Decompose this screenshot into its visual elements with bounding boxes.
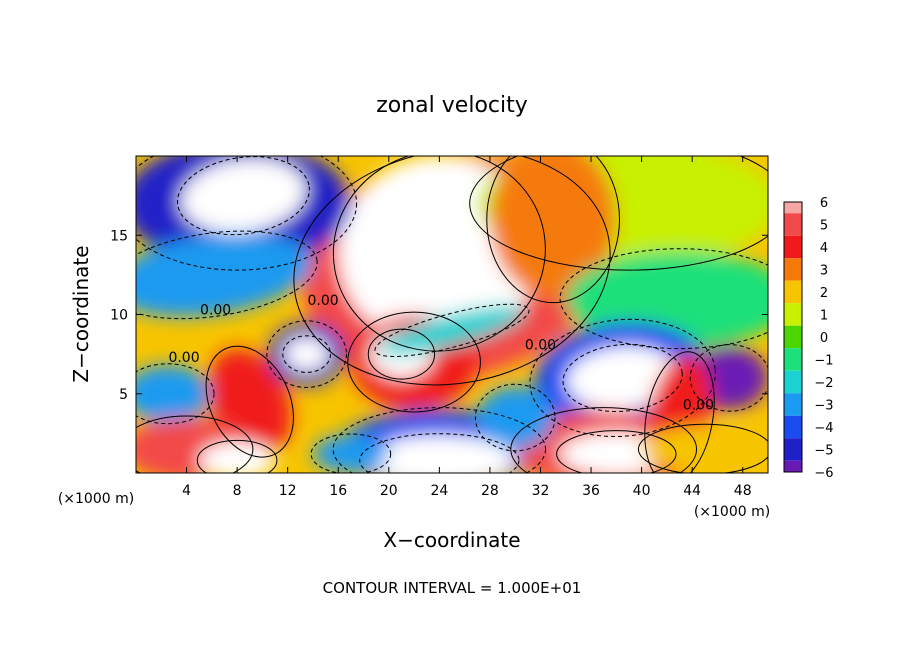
field-region-27: [312, 434, 389, 473]
field-region-13: [378, 305, 526, 356]
colorbar-swatch-10: [784, 415, 802, 439]
colorbar-swatch-1: [784, 213, 802, 236]
contour-line-4: [177, 156, 310, 236]
chart-title: zonal velocity: [376, 93, 528, 118]
contour-labels: 0.00 0.00 0.00 0.00 0.00: [168, 293, 714, 414]
colorbar-label-1: 5: [820, 219, 828, 234]
y-tick-label-10: 10: [110, 308, 128, 324]
x-tick-label-32: 32: [532, 483, 550, 499]
colorbar-swatch-8: [784, 370, 802, 394]
contour-line-23: [196, 439, 278, 473]
contour-line-6: [486, 156, 620, 304]
x-tick-label-16: 16: [329, 483, 347, 499]
contour-line-14: [266, 320, 347, 388]
x-tick-label-24: 24: [430, 483, 448, 499]
colorbar: 6 5 4 3 2 1 0 −1 −2 −3 −4 −5 −6: [783, 196, 834, 481]
colorbar-swatch-7: [784, 348, 802, 371]
colorbar-label-5: 1: [820, 309, 828, 324]
colorbar-label-9: −3: [814, 399, 833, 414]
x-tick-label-20: 20: [380, 483, 398, 499]
colorbar-swatch-6: [784, 325, 802, 349]
x-tick-label-44: 44: [683, 483, 701, 499]
contour-line-26: [474, 383, 556, 452]
contour-line-0: [293, 156, 611, 386]
field-region-3: [136, 233, 313, 317]
contour-line-7: [559, 248, 768, 350]
contour-interval-footer: CONTOUR INTERVAL = 1.000E+01: [323, 579, 582, 597]
colorbar-label-2: 4: [820, 241, 828, 256]
colorbar-label-8: −2: [814, 376, 833, 391]
contour-line-18: [136, 415, 254, 473]
contour-line-5: [469, 156, 768, 271]
colorbar-swatch-11: [784, 438, 802, 461]
colorbar-label-10: −4: [814, 421, 833, 436]
contour-line-13: [374, 303, 530, 357]
y-tick-label-5: 5: [119, 387, 128, 403]
contour-line-20: [359, 433, 520, 473]
contour-label-4: 0.00: [683, 398, 714, 414]
colorbar-swatch-0: [784, 202, 802, 214]
x-tick-label-40: 40: [633, 483, 651, 499]
field-region-20: [363, 434, 516, 473]
contour-lines: [136, 156, 768, 473]
x-tick-label-4: 4: [182, 483, 191, 499]
colorbar-label-4: 2: [820, 286, 828, 301]
field-region-4: [180, 158, 307, 233]
colorbar-swatch-12: [784, 460, 802, 472]
contour-line-3: [136, 230, 318, 320]
contour-line-25: [637, 423, 768, 473]
colorbar-label-3: 3: [820, 264, 828, 279]
colorbar-label-7: −1: [814, 354, 833, 369]
field-region-6: [489, 156, 617, 299]
contour-line-21: [510, 407, 698, 473]
contour-label-3: 0.00: [525, 337, 556, 353]
colorbar-swatch-9: [784, 393, 802, 416]
colorbar-swatch-4: [784, 280, 802, 304]
contour-line-22: [556, 430, 677, 473]
y-axis-ticks: 5 10 15: [110, 228, 768, 403]
plot-area: [136, 156, 768, 473]
contour-line-9: [562, 343, 683, 412]
x-right-unit-label: (×1000 m): [694, 504, 770, 520]
contour-line-1: [332, 156, 546, 352]
field-region-15: [283, 336, 330, 372]
x-tick-label-48: 48: [734, 483, 752, 499]
field-region-7: [565, 251, 768, 347]
x-tick-label-36: 36: [582, 483, 600, 499]
contour-line-27: [310, 433, 392, 473]
contour-line-19: [332, 407, 547, 473]
y-tick-label-15: 15: [110, 228, 128, 244]
contour-label-2: 0.00: [168, 350, 199, 366]
x-axis-ticks: 4 8 12 16 20 24 28 32 36 40 44 48: [182, 156, 752, 499]
contour-line-15: [282, 335, 332, 373]
colorbar-label-12: −6: [814, 466, 833, 481]
contour-line-24: [644, 351, 715, 473]
colorbar-swatch-5: [784, 303, 802, 326]
contour-line-12: [367, 328, 436, 380]
contour-line-8: [529, 318, 716, 437]
field-region-23: [199, 441, 276, 473]
colorbar-label-0: 6: [820, 196, 828, 211]
colorbar-label-6: 0: [820, 331, 828, 346]
x-left-unit-label: (×1000 m): [58, 491, 134, 507]
contour-label-0: 0.00: [200, 303, 231, 319]
x-tick-label-12: 12: [279, 483, 297, 499]
contour-line-11: [347, 311, 481, 413]
x-tick-label-28: 28: [481, 483, 499, 499]
contour-line-16: [136, 363, 215, 425]
contour-line-10: [689, 344, 768, 412]
y-axis-label: Z−coordinate: [69, 245, 93, 382]
x-axis-label: X−coordinate: [383, 528, 520, 552]
contour-label-1: 0.00: [307, 293, 338, 309]
colorbar-frame: [783, 201, 803, 473]
x-tick-label-8: 8: [233, 483, 242, 499]
colorbar-label-11: −5: [814, 444, 833, 459]
field-region-26: [477, 385, 554, 450]
field-region-16: [136, 365, 212, 423]
colorbar-swatch-3: [784, 258, 802, 281]
colorbar-swatch-2: [784, 235, 802, 259]
contour-line-2: [136, 156, 358, 271]
